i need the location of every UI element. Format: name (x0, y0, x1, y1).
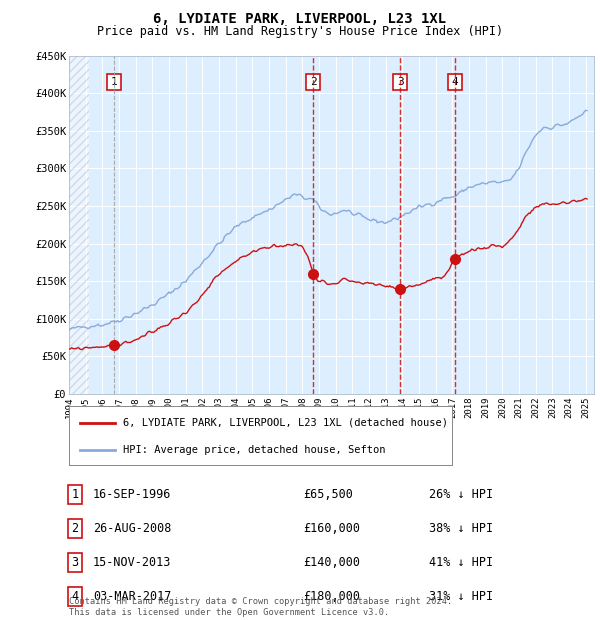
Text: Contains HM Land Registry data © Crown copyright and database right 2024.
This d: Contains HM Land Registry data © Crown c… (69, 598, 452, 617)
Bar (69, 56, 89, 394)
Text: 3: 3 (71, 556, 79, 569)
Text: £140,000: £140,000 (303, 556, 360, 569)
Text: HPI: Average price, detached house, Sefton: HPI: Average price, detached house, Seft… (122, 445, 385, 455)
Text: 4: 4 (452, 77, 458, 87)
Text: 2: 2 (71, 522, 79, 534)
Text: 3: 3 (397, 77, 404, 87)
Text: 1: 1 (111, 77, 118, 87)
Text: 26-AUG-2008: 26-AUG-2008 (93, 522, 172, 534)
Text: 4: 4 (71, 590, 79, 603)
Text: 2: 2 (310, 77, 317, 87)
Text: 1: 1 (71, 488, 79, 500)
Text: 31% ↓ HPI: 31% ↓ HPI (429, 590, 493, 603)
Text: Price paid vs. HM Land Registry's House Price Index (HPI): Price paid vs. HM Land Registry's House … (97, 25, 503, 38)
Text: 6, LYDIATE PARK, LIVERPOOL, L23 1XL (detached house): 6, LYDIATE PARK, LIVERPOOL, L23 1XL (det… (122, 418, 448, 428)
Text: 16-SEP-1996: 16-SEP-1996 (93, 488, 172, 500)
Text: 03-MAR-2017: 03-MAR-2017 (93, 590, 172, 603)
Text: 41% ↓ HPI: 41% ↓ HPI (429, 556, 493, 569)
Text: £180,000: £180,000 (303, 590, 360, 603)
Text: 6, LYDIATE PARK, LIVERPOOL, L23 1XL: 6, LYDIATE PARK, LIVERPOOL, L23 1XL (154, 12, 446, 27)
Text: 15-NOV-2013: 15-NOV-2013 (93, 556, 172, 569)
Text: 26% ↓ HPI: 26% ↓ HPI (429, 488, 493, 500)
Text: £65,500: £65,500 (303, 488, 353, 500)
Text: 38% ↓ HPI: 38% ↓ HPI (429, 522, 493, 534)
Text: £160,000: £160,000 (303, 522, 360, 534)
